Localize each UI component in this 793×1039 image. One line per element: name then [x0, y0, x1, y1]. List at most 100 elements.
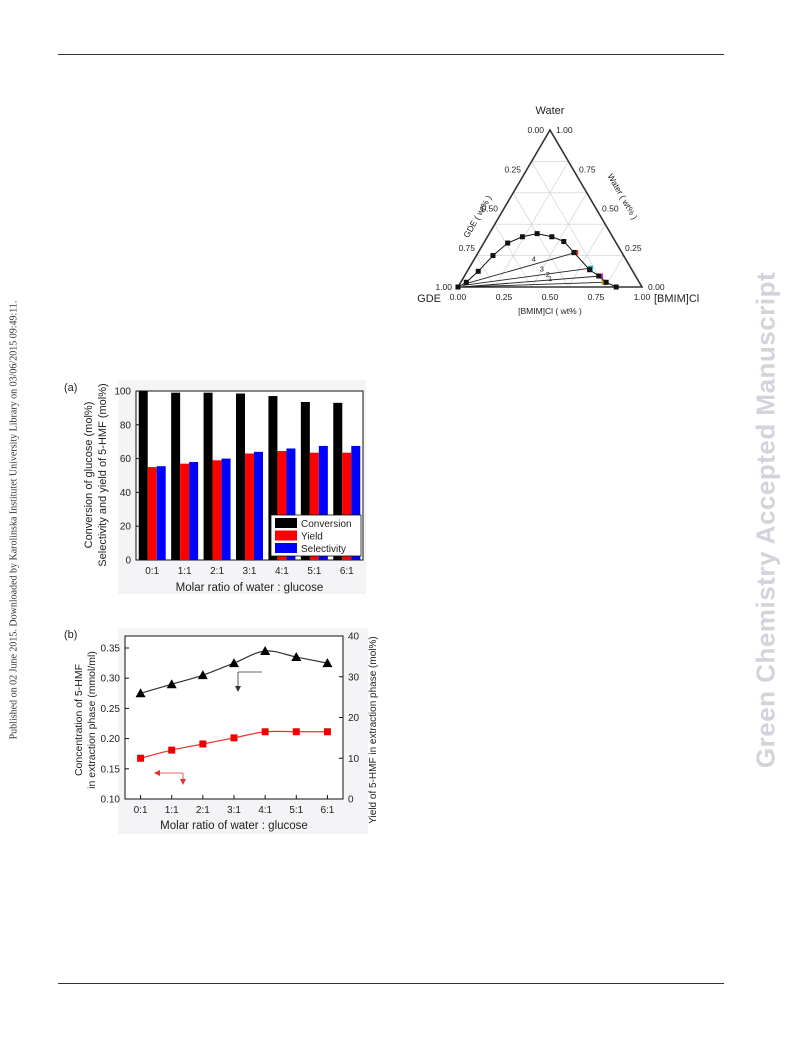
bar-conversion: [268, 396, 278, 560]
ternary-binodal-point: [603, 279, 609, 285]
bar-chart-y-tick-label: 100: [114, 387, 131, 398]
ternary-vertex-water: Water: [536, 105, 565, 117]
legend-swatch-yield: [275, 530, 297, 541]
ternary-binodal-point: [596, 273, 602, 279]
ternary-tie-line-label: 3: [540, 265, 544, 274]
ternary-binodal-point: [490, 253, 496, 259]
ternary-binodal-point: [505, 240, 511, 246]
scatter-left-y-tick-label: 0.10: [101, 795, 121, 806]
header-rule: [58, 54, 724, 55]
ternary-bottom-tick-label: 1.00: [634, 292, 651, 302]
scatter-left-y-axis-label: Concentration of 5-HMF: [73, 664, 85, 776]
bar-chart-y-tick-label: 80: [120, 420, 132, 431]
ternary-grid-line: [512, 192, 569, 288]
bar-chart-x-tick-label: 3:1: [243, 566, 257, 577]
bar-conversion: [138, 391, 148, 560]
bar-chart-x-tick-label: 4:1: [275, 566, 289, 577]
yield-point: [137, 754, 145, 762]
yield-axis-arrowhead: [180, 779, 186, 785]
bar-selectivity: [156, 466, 166, 560]
ternary-bottom-tick-label: 0.00: [450, 292, 467, 302]
scatter-right-y-tick-label: 30: [348, 672, 360, 683]
ternary-right-tick-label: 0.00: [648, 282, 665, 292]
ternary-binodal-point: [475, 268, 481, 274]
scatter-x-axis-label: Molar ratio of water : glucose: [160, 820, 308, 832]
bar-chart-y-tick-label: 40: [120, 488, 132, 499]
ternary-left-tick-label: 0.00: [527, 125, 544, 135]
concentration-point: [322, 658, 333, 668]
yield-point: [292, 728, 300, 736]
legend-swatch-selectivity: [275, 543, 297, 553]
bar-selectivity: [351, 445, 361, 560]
yield-point: [230, 734, 238, 742]
ternary-right-tick-label: 0.75: [579, 164, 596, 174]
scatter-left-y-axis-label: in extraction phase (mmol/ml): [86, 651, 98, 789]
bar-chart-x-tick-label: 1:1: [178, 566, 192, 577]
ternary-binodal-point: [613, 284, 619, 290]
ternary-frame: [456, 128, 644, 288]
bar-chart-x-tick-label: 0:1: [145, 566, 159, 577]
yield-point: [168, 746, 176, 754]
ternary-bottom-tick-label: 0.50: [542, 292, 559, 302]
ternary-tie-line: [461, 275, 601, 288]
ternary-binodal-point: [463, 279, 469, 285]
ternary-tie-line-label: 1: [548, 274, 552, 283]
scatter-right-y-tick-label: 0: [348, 795, 354, 806]
ternary-tie-line-label: 2: [546, 270, 550, 279]
scatter-left-y-tick-label: 0.30: [101, 674, 121, 685]
bar-chart-x-tick-label: 5:1: [307, 566, 321, 577]
ternary-binodal-point: [561, 238, 567, 244]
legend-swatch-conversion: [275, 518, 297, 528]
scatter-x-tick-label: 6:1: [320, 805, 334, 816]
scatter-right-y-tick-label: 10: [348, 754, 360, 765]
concentration-point: [135, 688, 146, 698]
bar-selectivity: [221, 458, 231, 560]
scatter-left-y-tick-label: 0.25: [101, 704, 121, 715]
bar-chart-y-tick-label: 0: [125, 556, 131, 567]
scatter-left-y-tick-label: 0.15: [101, 764, 121, 775]
ternary-left-tick-label: 0.25: [504, 164, 521, 174]
ternary-binodal-point: [571, 249, 577, 255]
ternary-left-tick-label: 0.50: [481, 204, 498, 214]
scatter-right-y-tick-label: 40: [348, 632, 360, 643]
scatter-chart-panel-label: (b): [64, 629, 77, 641]
bar-selectivity: [318, 445, 328, 560]
concentration-point: [166, 679, 177, 689]
scatter-x-tick-label: 0:1: [134, 805, 148, 816]
bar-selectivity: [189, 461, 199, 560]
ternary-left-tick-label: 0.75: [458, 243, 475, 253]
bar-yield: [342, 452, 352, 560]
scatter-x-tick-label: 1:1: [165, 805, 179, 816]
ternary-grid-line: [568, 224, 606, 288]
ternary-vertex-gde: GDE: [417, 293, 441, 305]
bar-conversion: [333, 402, 343, 560]
ternary-tie-line-label: 4: [532, 254, 536, 263]
ternary-binodal-point: [534, 231, 540, 237]
bar-yield: [212, 460, 222, 560]
legend-label-yield: Yield: [301, 532, 323, 543]
footer-rule: [58, 983, 724, 984]
ternary-vertex-bmimcl: [BMIM]Cl: [654, 293, 699, 305]
ternary-right-tick-label: 0.25: [625, 243, 642, 253]
ternary-binodal-point: [455, 284, 461, 290]
ternary-tie-line: [462, 267, 591, 286]
concentration-axis-arrowhead: [235, 686, 241, 692]
bar-yield: [245, 453, 254, 560]
scatter-x-tick-label: 4:1: [258, 805, 272, 816]
bar-conversion: [203, 392, 213, 560]
scatter-left-y-tick-label: 0.20: [101, 734, 121, 745]
ternary-binodal-point: [549, 234, 555, 240]
yield-point: [261, 728, 269, 736]
legend-label-conversion: Conversion: [301, 519, 352, 530]
bar-conversion: [300, 401, 310, 560]
scatter-x-tick-label: 3:1: [227, 805, 241, 816]
scatter-x-tick-label: 5:1: [289, 805, 303, 816]
ternary-bottom-tick-label: 0.75: [588, 292, 605, 302]
concentration-point: [197, 670, 208, 680]
bar-conversion: [236, 393, 245, 560]
scatter-x-tick-label: 2:1: [196, 805, 210, 816]
concentration-point: [229, 658, 239, 668]
scatter-right-y-tick-label: 20: [348, 713, 360, 724]
